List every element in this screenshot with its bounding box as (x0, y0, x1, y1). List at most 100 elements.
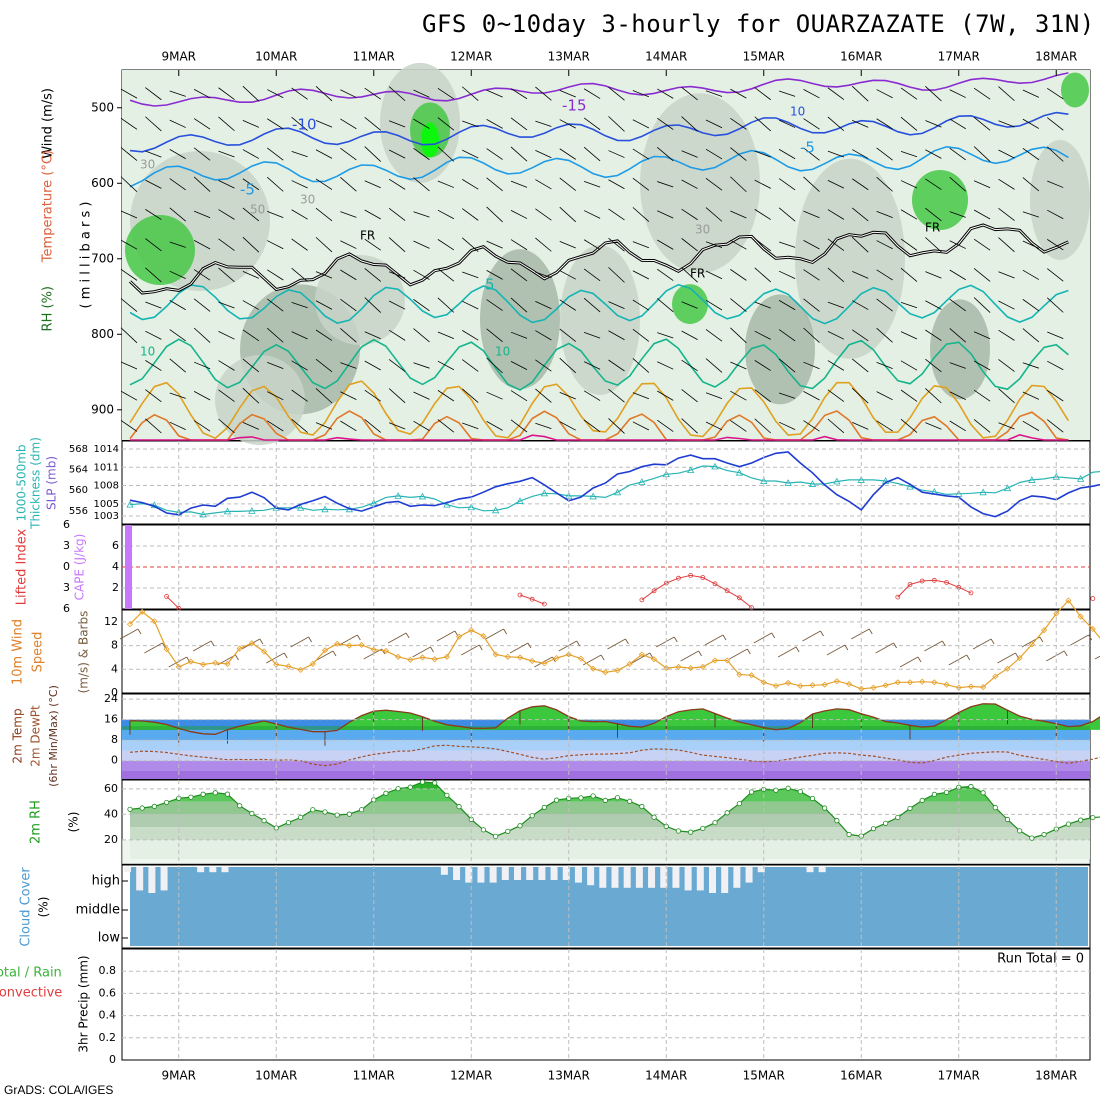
surface-wind-barb-flag (941, 640, 946, 647)
rh-marker (517, 823, 523, 829)
bottom-date-label: 12MAR (450, 1069, 492, 1083)
rh-marker (943, 789, 950, 795)
upper-wind-barb (364, 419, 382, 433)
upper-wind-barb (242, 358, 260, 373)
upper-wind-barb (461, 388, 479, 403)
thickness-marker (516, 497, 524, 504)
rh-tick-label: 40 (104, 807, 118, 820)
wind-speed-marker (175, 663, 182, 670)
upper-wind-barb (267, 269, 284, 281)
cloud-gap (709, 867, 716, 893)
surface-wind-barb-flag (235, 654, 239, 661)
upper-wind-barb (559, 241, 576, 249)
upper-wind-barb (535, 237, 552, 252)
upper-wind-barb (1047, 419, 1064, 433)
upper-wind-barb (364, 87, 381, 100)
upper-wind-barb (461, 86, 479, 101)
upper-wind-barb (315, 300, 333, 310)
upper-wind-barb (803, 240, 820, 250)
wind-speed-marker (1040, 627, 1048, 634)
wind-tick-label: 8 (111, 639, 118, 652)
upper-wind-barb (291, 360, 308, 371)
surface-wind-barb (1046, 650, 1065, 662)
upper-wind-barb (169, 207, 187, 222)
upper-wind-barb (583, 88, 601, 99)
rh-blob (930, 299, 990, 400)
upper-wind-barb (730, 239, 747, 250)
upper-wind-barb (803, 147, 820, 161)
upper-yunit-label: ( m i l l i b a r s ) (79, 202, 94, 309)
cloud-level-label: middle (76, 903, 120, 918)
upper-wind-barb (462, 271, 479, 279)
cloud-label: Cloud Cover (19, 867, 34, 947)
upper-wind-barb (388, 208, 406, 221)
upper-wind-barb (705, 207, 723, 222)
upper-wind-barb (267, 118, 284, 130)
surface-wind-barb (412, 646, 431, 658)
wind-speed-marker (675, 663, 682, 670)
thickness-marker (613, 488, 622, 496)
upper-wind-barb (315, 207, 333, 222)
upper-wind-barb (778, 392, 796, 399)
rh-marker (614, 795, 621, 801)
wind-speed-marker (273, 661, 280, 668)
upper-wind-barb (486, 299, 503, 311)
upper-wind-barb (1022, 328, 1040, 343)
upper-wind-barb (291, 302, 308, 309)
upper-wind-barb (388, 149, 406, 159)
surface-wind-barb (266, 652, 285, 664)
cape-bar (125, 525, 132, 609)
upper-wind-barb (120, 298, 138, 312)
rh-marker (224, 791, 231, 797)
upper-wind-barb (754, 116, 772, 132)
rh-marker (578, 795, 584, 801)
upper-wind-barb (267, 240, 284, 250)
upper-wind-barb (218, 389, 235, 402)
upper-wind-barb (583, 268, 601, 282)
upper-wind-barb (583, 180, 601, 188)
contour-label: 30 (300, 193, 315, 207)
upper-wind-barb (852, 271, 869, 279)
rh-marker (322, 809, 328, 815)
thickness-marker (491, 506, 500, 514)
lifted-index-line (166, 574, 972, 609)
wind-speed-marker (139, 608, 146, 615)
slp-tick-label: 1011 (94, 462, 119, 473)
upper-wind-barb (973, 238, 991, 251)
thickness-marker (906, 482, 914, 490)
upper-wind-barb (949, 269, 966, 281)
contour-label: FR (925, 221, 940, 235)
upper-wind-barb (169, 421, 186, 430)
wind-speed-marker (577, 655, 585, 662)
upper-wind-barb (364, 209, 381, 220)
cloud-gap (733, 867, 741, 888)
upper-wind-barb (267, 298, 284, 312)
upper-wind-barb (291, 389, 308, 402)
upper-wind-barb (169, 178, 186, 191)
rh-marker (407, 784, 413, 790)
upper-wind-barb (876, 391, 893, 401)
cloud-gap (757, 867, 765, 873)
wind-speed-marker (285, 663, 292, 670)
upper-wind-barb (120, 361, 138, 370)
surface-wind-barb (851, 628, 870, 640)
wind-speed-marker (906, 679, 914, 686)
wind-speed-marker (187, 658, 195, 665)
upper-wind-barb (681, 208, 698, 221)
upper-wind-barb (340, 269, 357, 281)
upper-wind-barb (388, 329, 406, 341)
top-date-label: 12MAR (450, 50, 492, 64)
upper-wind-barb (656, 298, 674, 313)
upper-wind-barb (925, 237, 942, 253)
wind-speed-marker (870, 684, 877, 691)
upper-wind-barb (657, 88, 674, 99)
top-date-label: 9MAR (161, 50, 196, 64)
upper-wind-barb (925, 422, 942, 430)
upper-wind-barb (949, 420, 966, 432)
upper-wind-barb (437, 297, 455, 313)
upper-wind-barb (120, 147, 138, 161)
rh-blob (640, 93, 760, 274)
surface-wind-barb (656, 636, 675, 648)
top-date-label: 13MAR (548, 50, 590, 64)
upper-wind-barb (608, 418, 625, 434)
